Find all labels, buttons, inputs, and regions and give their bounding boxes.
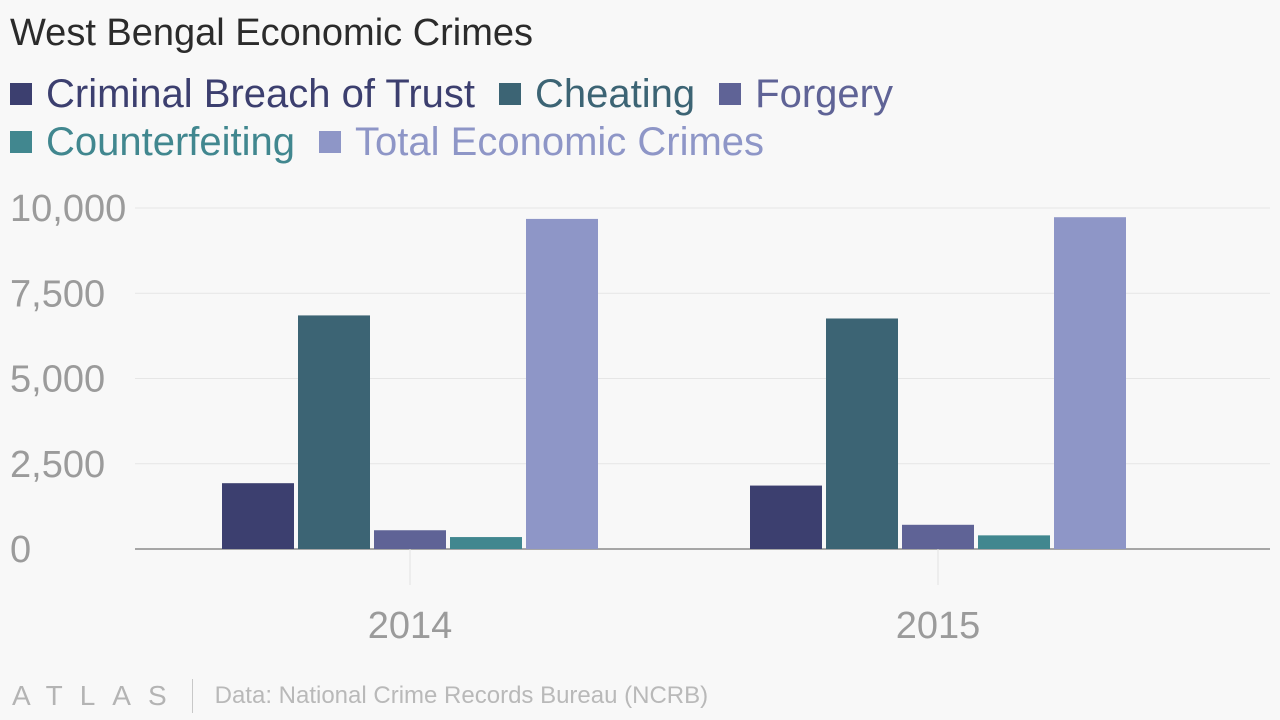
legend-item-cheating: Cheating <box>499 72 695 116</box>
legend-swatch <box>499 83 522 105</box>
legend-swatch <box>319 131 342 153</box>
bar-counterfeiting-2014 <box>450 537 522 549</box>
bar-cheating-2014 <box>298 315 370 549</box>
legend-item-total-economic-crimes: Total Economic Crimes <box>319 120 764 164</box>
x-tick-label: 2014 <box>368 605 453 647</box>
legend-swatch <box>719 83 742 105</box>
bar-total-economic-crimes-2015 <box>1054 217 1126 549</box>
bar-counterfeiting-2015 <box>978 535 1050 549</box>
legend-label: Forgery <box>755 71 893 116</box>
x-tick-label: 2015 <box>896 605 981 647</box>
bar-total-economic-crimes-2014 <box>526 218 598 550</box>
legend-item-criminal-breach-of-trust: Criminal Breach of Trust <box>10 72 475 116</box>
footer-divider <box>191 679 193 713</box>
footer: ATLAS Data: National Crime Records Burea… <box>12 678 708 714</box>
legend-label: Cheating <box>535 71 696 116</box>
chart-legend: Criminal Breach of Trust Cheating Forgery C… <box>10 72 1010 164</box>
legend-swatch <box>10 131 32 153</box>
y-tick-label: 2,500 <box>10 444 105 486</box>
legend-label: Counterfeiting <box>46 119 296 164</box>
atlas-logo: ATLAS <box>12 680 184 711</box>
y-tick-label: 7,500 <box>10 273 105 315</box>
bar-chart: 0 2,500 5,000 7,500 10,000 2014 2015 <box>10 188 1270 647</box>
bar-criminal-breach-of-trust-2014 <box>222 483 294 549</box>
legend-swatch <box>10 83 32 105</box>
bar-forgery-2014 <box>374 530 446 549</box>
legend-item-counterfeiting: Counterfeiting <box>10 120 295 164</box>
data-source: Data: National Crime Records Bureau (NCR… <box>214 682 709 709</box>
legend-label: Total Economic Crimes <box>355 119 765 164</box>
bar-forgery-2015 <box>902 524 974 549</box>
legend-label: Criminal Breach of Trust <box>46 71 476 116</box>
bar-criminal-breach-of-trust-2015 <box>750 485 822 549</box>
chart-title: West Bengal Economic Crimes <box>10 12 534 54</box>
y-tick-label: 5,000 <box>10 359 105 401</box>
y-tick-label: 0 <box>10 529 31 571</box>
bar-cheating-2015 <box>826 318 898 549</box>
legend-item-forgery: Forgery <box>719 72 893 116</box>
y-tick-label: 10,000 <box>10 188 126 230</box>
